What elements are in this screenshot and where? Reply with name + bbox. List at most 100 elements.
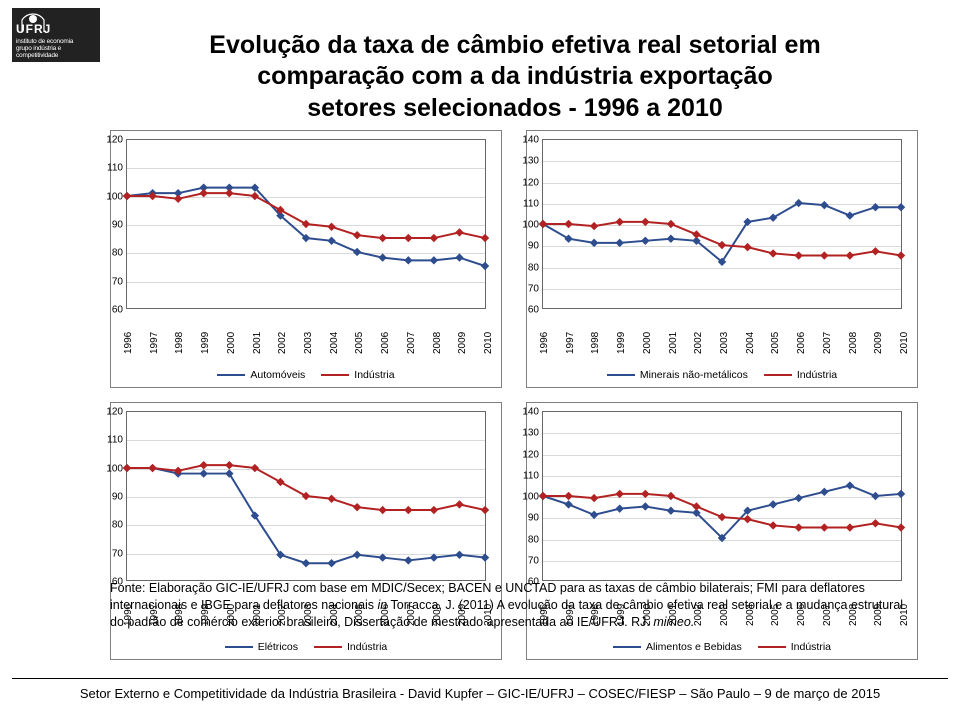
series-marker	[564, 220, 572, 228]
series-marker	[481, 234, 489, 242]
series-marker	[199, 469, 207, 477]
series-marker	[794, 199, 802, 207]
legend-label: Indústria	[791, 641, 831, 653]
title-line-2: comparação com a da indústria exportação	[110, 61, 920, 92]
series-marker	[327, 223, 335, 231]
series-marker	[794, 523, 802, 531]
series-marker	[692, 502, 700, 510]
legend-swatch	[613, 646, 641, 648]
series-marker	[353, 551, 361, 559]
series-marker	[846, 251, 854, 259]
legend-item: Elétricos	[225, 641, 298, 653]
chart-row-1: 6070809010011012019961997199819992000200…	[110, 130, 920, 388]
series-marker	[743, 243, 751, 251]
x-tick: 2009	[457, 332, 468, 354]
chart-legend: Alimentos e BebidasIndústria	[527, 637, 917, 659]
x-tick: 2001	[668, 332, 679, 354]
y-tick: 130	[515, 428, 539, 439]
legend-label: Indústria	[354, 369, 394, 381]
series-marker	[871, 203, 879, 211]
series-marker	[455, 253, 463, 261]
x-tick: 2006	[380, 332, 391, 354]
series-marker	[590, 494, 598, 502]
legend-label: Elétricos	[258, 641, 298, 653]
legend-label: Indústria	[347, 641, 387, 653]
series-marker	[641, 237, 649, 245]
series-marker	[667, 220, 675, 228]
series-marker	[871, 519, 879, 527]
legend-label: Minerais não-metálicos	[640, 369, 748, 381]
series-marker	[846, 523, 854, 531]
x-tick: 2001	[252, 332, 263, 354]
series-marker	[455, 500, 463, 508]
series-marker	[794, 251, 802, 259]
series-marker	[769, 249, 777, 257]
legend-item: Indústria	[758, 641, 831, 653]
legend-item: Automóveis	[217, 369, 305, 381]
series-marker	[820, 201, 828, 209]
series-marker	[302, 492, 310, 500]
x-tick: 2004	[745, 332, 756, 354]
x-tick: 2007	[822, 332, 833, 354]
series-marker	[846, 211, 854, 219]
series-marker	[794, 494, 802, 502]
y-tick: 110	[515, 470, 539, 481]
plot-area: 60708090100110120	[126, 411, 486, 581]
series-marker	[302, 220, 310, 228]
y-tick: 110	[515, 198, 539, 209]
series-marker	[820, 523, 828, 531]
x-tick: 1998	[590, 332, 601, 354]
series-marker	[871, 492, 879, 500]
series-line	[543, 203, 901, 262]
y-tick: 80	[99, 520, 123, 531]
series-marker	[455, 228, 463, 236]
series-marker	[897, 203, 905, 211]
y-tick: 100	[515, 492, 539, 503]
series-svg	[127, 412, 485, 580]
series-marker	[667, 507, 675, 515]
series-marker	[353, 503, 361, 511]
legend-swatch	[607, 374, 635, 376]
series-marker	[615, 504, 623, 512]
logo-line1: instituto de economia	[16, 38, 73, 45]
y-tick: 100	[99, 463, 123, 474]
series-marker	[539, 220, 547, 228]
footer-text: Setor Externo e Competitividade da Indús…	[0, 686, 960, 701]
series-marker	[251, 464, 259, 472]
x-axis: 1996199719981999200020012002200320042005…	[126, 309, 486, 365]
x-tick: 2010	[899, 332, 910, 354]
series-marker	[378, 553, 386, 561]
series-marker	[641, 502, 649, 510]
y-tick: 60	[99, 305, 123, 316]
x-tick: 2010	[483, 332, 494, 354]
x-tick: 1997	[565, 332, 576, 354]
y-tick: 120	[99, 135, 123, 146]
x-tick: 1996	[539, 332, 550, 354]
series-marker	[897, 251, 905, 259]
series-marker	[430, 506, 438, 514]
series-marker	[123, 192, 131, 200]
legend-swatch	[314, 646, 342, 648]
series-marker	[590, 239, 598, 247]
series-marker	[199, 189, 207, 197]
y-tick: 90	[99, 220, 123, 231]
series-marker	[641, 490, 649, 498]
x-tick: 2009	[873, 332, 884, 354]
y-tick: 110	[99, 163, 123, 174]
y-tick: 90	[99, 492, 123, 503]
legend-item: Indústria	[314, 641, 387, 653]
series-svg	[543, 140, 901, 308]
y-tick: 80	[99, 248, 123, 259]
series-marker	[769, 213, 777, 221]
series-marker	[743, 515, 751, 523]
series-marker	[820, 251, 828, 259]
series-marker	[251, 192, 259, 200]
series-marker	[667, 235, 675, 243]
source-citation: Fonte: Elaboração GIC-IE/UFRJ com base e…	[110, 580, 910, 631]
series-marker	[718, 513, 726, 521]
logo-line2: grupo indústria e competitividade	[16, 45, 61, 59]
chart-legend: Automóveis Indústria	[111, 365, 501, 387]
x-axis: 1996199719981999200020012002200320042005…	[542, 309, 902, 365]
series-marker	[481, 262, 489, 270]
y-tick: 70	[99, 276, 123, 287]
